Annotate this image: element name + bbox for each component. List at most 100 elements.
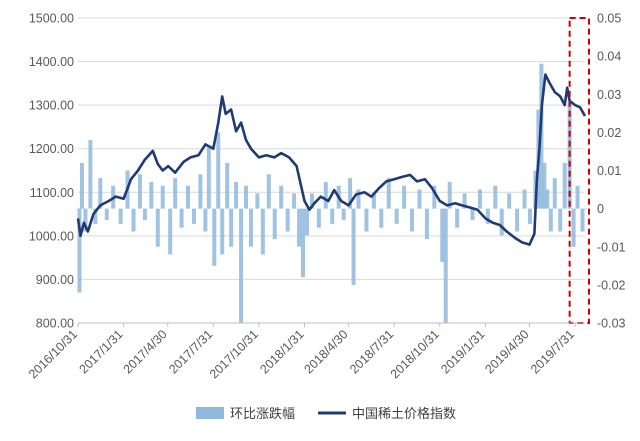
mom-change-bar: [477, 189, 482, 209]
x-tick-label: 2016/10/31: [26, 327, 80, 381]
mom-change-bar: [515, 208, 520, 232]
mom-change-bar: [562, 162, 567, 209]
mom-change-bar: [239, 208, 244, 323]
mom-change-bar: [206, 147, 211, 209]
mom-change-bar: [142, 208, 147, 221]
mom-change-bar: [552, 178, 557, 209]
mom-change-bar: [266, 174, 271, 209]
mom-change-bar: [394, 208, 399, 224]
y-right-tick-label: 0.05: [597, 12, 621, 26]
mom-change-bar: [83, 208, 88, 232]
mom-change-bar: [279, 185, 284, 209]
mom-change-bar: [440, 208, 445, 262]
x-tick-label: 2019/7/31: [528, 327, 577, 376]
mom-change-bar: [118, 208, 123, 224]
legend-label-mom-change: 环比涨跌幅: [230, 406, 295, 422]
mom-change-bar: [301, 208, 306, 278]
mom-change-bar: [229, 208, 234, 247]
y-right-tick-label: 0.02: [597, 126, 621, 140]
mom-change-bar: [417, 189, 422, 209]
y-left-tick-label: 1300.00: [29, 99, 74, 113]
x-tick-label: 2019/4/30: [482, 327, 531, 376]
mom-change-bar: [522, 189, 527, 209]
x-tick-label: 2017/10/31: [207, 327, 261, 381]
price-index-line-layer: [76, 73, 587, 246]
mom-change-bar: [583, 208, 587, 210]
legend: 环比涨跌幅 中国稀土价格指数: [196, 406, 456, 422]
mom-change-bar: [493, 185, 498, 209]
mom-change-bar: [173, 178, 178, 209]
highlight-box-layer: [568, 17, 590, 324]
mom-change-bar: [272, 208, 277, 240]
mom-change-bar: [297, 208, 302, 247]
y-left-tick-label: 1000.00: [29, 229, 74, 243]
mom-change-bar: [131, 208, 136, 232]
mom-change-bar: [255, 193, 260, 209]
mom-change-bar: [168, 208, 173, 255]
x-tick-label: 2018/10/31: [388, 327, 442, 381]
mom-change-bar: [371, 193, 376, 209]
mom-change-bar: [443, 208, 448, 323]
mom-change-bar: [386, 178, 391, 209]
mom-change-bar: [527, 208, 532, 224]
mom-change-bar: [447, 181, 452, 209]
mom-change-bar: [379, 208, 384, 228]
mom-change-bar: [155, 208, 160, 247]
mom-change-bar: [191, 208, 196, 224]
mom-change-bar: [160, 185, 165, 209]
mom-change-bar: [485, 208, 490, 224]
mom-change-bar: [304, 208, 309, 236]
mom-change-bar: [571, 208, 576, 247]
x-tick-label: 2019/1/31: [438, 327, 487, 376]
mom-change-bar: [545, 189, 550, 209]
price-index-line: [76, 73, 587, 246]
x-tick-label: 2018/4/30: [301, 327, 350, 376]
mom-change-bar: [93, 208, 98, 224]
mom-change-bar: [77, 208, 82, 293]
mom-change-bar: [212, 208, 217, 266]
mom-change-bar: [356, 189, 361, 209]
mom-change-bar: [351, 208, 356, 285]
mom-change-bar: [558, 208, 563, 232]
y-right-tick-label: -0.01: [597, 240, 626, 254]
mom-change-bar: [203, 208, 208, 232]
mom-change-bar: [410, 208, 415, 232]
mom-change-bar: [216, 132, 221, 209]
mom-change-bar: [316, 208, 321, 228]
y-left-tick-label: 1100.00: [30, 186, 74, 200]
mom-change-bar: [499, 208, 504, 236]
y-left-tick-label: 800.00: [36, 317, 74, 331]
y-right-tick-label: -0.02: [597, 278, 626, 292]
highlight-box: [568, 17, 590, 324]
mom-change-bar: [79, 162, 84, 209]
y-left-tick-label: 900.00: [36, 273, 74, 287]
y-right-tick-label: 0.03: [597, 88, 621, 102]
mom-change-bar: [323, 181, 328, 209]
mom-change-bar: [348, 178, 353, 209]
y-right-tick-label: 0.04: [597, 50, 621, 64]
y-right-tick-label: -0.03: [597, 317, 626, 331]
mom-change-bar: [364, 208, 369, 232]
y-left-tick-label: 1400.00: [29, 55, 74, 69]
mom-change-bar: [234, 181, 239, 209]
mom-change-bar: [244, 185, 249, 209]
mom-change-bar: [149, 181, 154, 209]
mom-change-bar: [88, 140, 93, 209]
mom-change-bar: [432, 185, 437, 209]
mom-change-bar: [179, 208, 184, 228]
mom-change-bar: [260, 208, 265, 255]
legend-swatch-mom-change: [196, 407, 224, 419]
mom-change-bar: [104, 208, 109, 221]
mom-change-bar: [186, 185, 191, 209]
legend-label-price-index: 中国稀土价格指数: [352, 406, 456, 422]
mom-change-bar: [575, 185, 580, 209]
y-right-tick-label: 0.01: [597, 164, 621, 178]
mom-change-bar: [98, 178, 103, 209]
mom-change-bar: [285, 208, 290, 232]
mom-change-bar: [225, 162, 230, 209]
mom-change-bar: [292, 193, 297, 209]
mom-change-bar: [248, 208, 253, 247]
x-tick-label: 2018/1/31: [257, 327, 306, 376]
